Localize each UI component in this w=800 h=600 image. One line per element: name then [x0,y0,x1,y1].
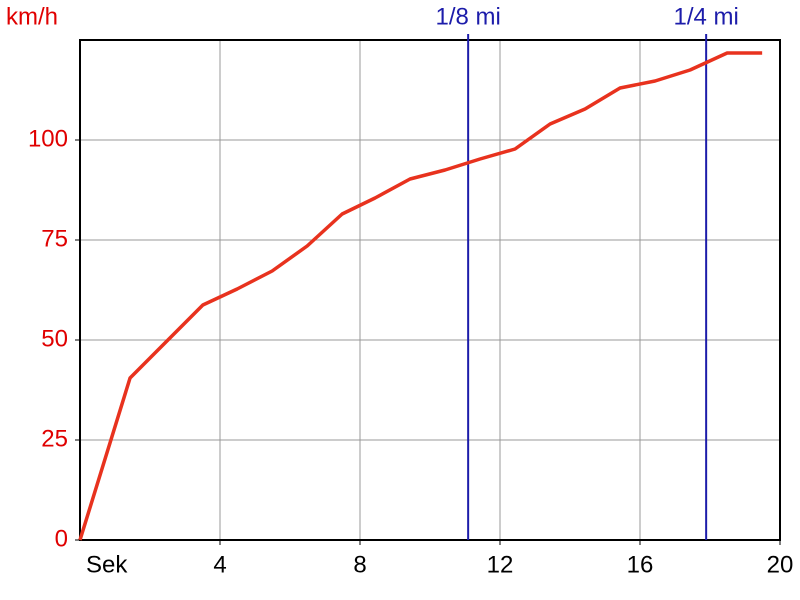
x-axis-label: Sek [86,551,128,578]
y-tick-label: 0 [55,525,68,552]
y-axis-label: km/h [6,3,58,30]
x-tick-label: 4 [213,551,226,578]
y-tick-label: 50 [41,325,68,352]
x-tick-label: 8 [353,551,366,578]
y-tick-label: 75 [41,225,68,252]
x-tick-label: 12 [487,551,514,578]
y-tick-label: 25 [41,425,68,452]
distance-marker-label: 1/8 mi [435,3,500,30]
x-tick-label: 20 [767,551,794,578]
x-tick-label: 16 [627,551,654,578]
speed-line [78,51,763,541]
distance-marker-label: 1/4 mi [673,3,738,30]
y-tick-label: 100 [28,125,68,152]
plot-frame [79,39,781,541]
